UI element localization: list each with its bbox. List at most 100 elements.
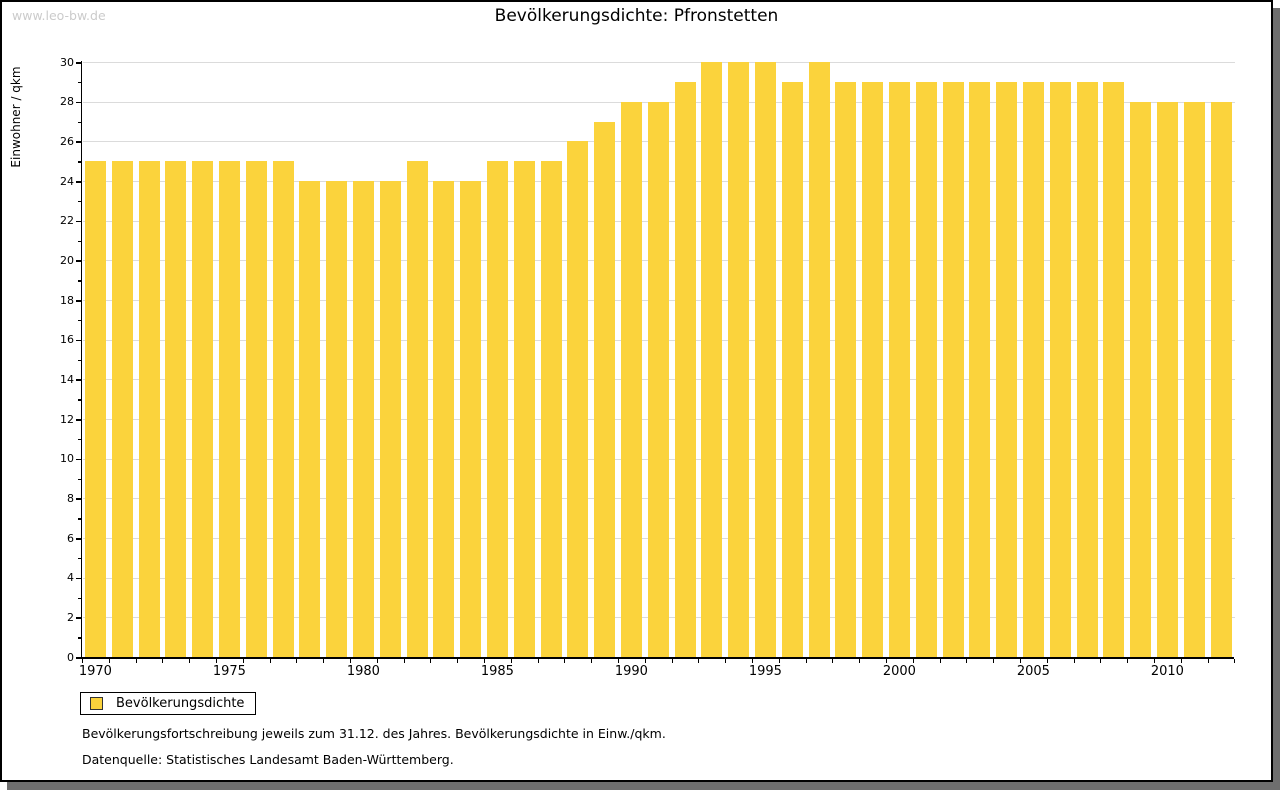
bar-1992 (674, 81, 696, 657)
x-tick-14 (457, 658, 459, 663)
x-tick-8 (296, 658, 298, 663)
y-tick-9 (77, 478, 81, 480)
x-tick-15 (484, 658, 485, 663)
bar-1993 (701, 62, 723, 657)
bar-1994 (728, 62, 750, 657)
bar-1983 (433, 181, 455, 657)
x-tick-33 (966, 658, 968, 663)
x-tick-label-1995: 1995 (748, 664, 782, 679)
x-tick-5 (216, 658, 217, 663)
x-tick-28 (832, 658, 834, 663)
x-tick-4 (189, 658, 191, 663)
bar-1987 (540, 161, 562, 657)
y-tick-22 (75, 220, 81, 223)
x-tick-0 (82, 658, 83, 663)
y-tick-7 (77, 518, 81, 520)
y-tick-30 (75, 62, 81, 64)
x-tick-27 (805, 658, 807, 663)
x-tick-label-1990: 1990 (614, 664, 648, 679)
footnote-data-source: Datenquelle: Statistisches Landesamt Bad… (82, 752, 454, 767)
bar-2012 (1210, 101, 1232, 657)
x-tick-9 (323, 658, 325, 663)
y-tick-14 (75, 379, 81, 381)
bar-1986 (513, 161, 535, 657)
y-tick-23 (77, 200, 81, 203)
x-tick-39 (1127, 658, 1129, 663)
bar-1990 (621, 101, 642, 657)
x-tick-11 (376, 658, 378, 663)
y-tick-label-18: 18 (60, 293, 74, 307)
x-tick-7 (269, 658, 271, 663)
x-tick-24 (725, 658, 727, 663)
chart-title: Bevölkerungsdichte: Pfronstetten (494, 6, 779, 26)
y-tick-24 (75, 181, 81, 183)
y-tick-11 (77, 438, 81, 441)
gridline-30 (83, 62, 1236, 63)
bar-2005 (1023, 81, 1044, 657)
bar-1977 (272, 161, 294, 657)
y-tick-8 (75, 498, 81, 500)
x-tick-36 (1046, 658, 1048, 663)
footnote-source-note: Bevölkerungsfortschreibung jeweils zum 3… (82, 726, 666, 741)
y-tick-27 (77, 121, 81, 123)
bar-1978 (299, 181, 321, 657)
bar-2006 (1049, 81, 1071, 657)
y-tick-label-20: 20 (60, 253, 74, 267)
x-tick-label-2000: 2000 (882, 664, 916, 679)
y-tick-label-0: 0 (67, 650, 74, 664)
y-tick-3 (77, 597, 81, 599)
bar-2002 (942, 81, 964, 657)
x-tick-41 (1180, 658, 1182, 663)
y-tick-26 (75, 141, 81, 143)
y-tick-label-6: 6 (67, 531, 74, 545)
bar-2007 (1076, 81, 1098, 657)
y-tick-label-12: 12 (60, 412, 74, 426)
bar-1984 (460, 181, 482, 657)
bar-2003 (969, 81, 991, 657)
x-tick-43 (1234, 658, 1236, 663)
legend-label: Bevölkerungsdichte (116, 696, 245, 711)
bar-1985 (487, 161, 508, 657)
y-tick-label-30: 30 (60, 55, 74, 69)
x-tick-34 (993, 658, 995, 663)
y-tick-5 (77, 557, 81, 560)
x-axis-line (80, 657, 1235, 659)
bar-1975 (219, 161, 240, 657)
bar-2000 (889, 81, 910, 657)
bar-1974 (192, 161, 214, 657)
y-tick-17 (77, 319, 81, 322)
x-tick-10 (350, 658, 351, 663)
y-tick-0 (75, 657, 81, 659)
x-tick-29 (859, 658, 861, 663)
bar-2008 (1103, 81, 1125, 657)
x-tick-42 (1207, 658, 1209, 663)
x-tick-25 (752, 658, 753, 663)
bar-1995 (755, 62, 776, 657)
x-tick-20 (618, 658, 619, 663)
watermark: www.leo-bw.de (12, 8, 106, 23)
x-tick-label-1970: 1970 (78, 664, 112, 679)
bar-1980 (353, 181, 374, 657)
x-tick-32 (939, 658, 941, 663)
y-tick-label-22: 22 (60, 214, 74, 228)
bar-1998 (835, 81, 857, 657)
y-tick-label-10: 10 (60, 452, 74, 466)
y-tick-29 (77, 81, 81, 84)
bar-1973 (165, 161, 187, 657)
x-tick-label-2010: 2010 (1150, 664, 1184, 679)
x-tick-21 (644, 658, 646, 663)
x-tick-3 (162, 658, 164, 663)
y-tick-label-24: 24 (60, 174, 74, 188)
y-axis-title: Einwohner / qkm (9, 66, 23, 168)
y-tick-2 (75, 617, 81, 619)
bar-2011 (1183, 101, 1205, 657)
y-tick-13 (77, 399, 81, 401)
y-tick-label-28: 28 (60, 95, 74, 109)
bar-1971 (111, 161, 133, 657)
x-tick-12 (403, 658, 405, 663)
bar-1979 (326, 181, 348, 657)
y-tick-15 (77, 359, 81, 361)
bar-1996 (781, 81, 803, 657)
bar-1982 (406, 161, 428, 657)
y-tick-12 (75, 419, 81, 421)
